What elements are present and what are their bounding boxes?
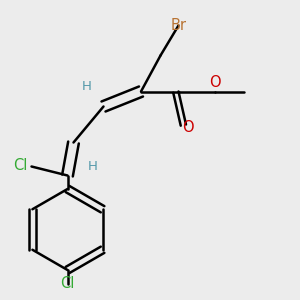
Text: Cl: Cl <box>60 276 75 291</box>
Text: H: H <box>88 160 98 173</box>
Text: Br: Br <box>170 18 187 33</box>
Text: O: O <box>209 75 220 90</box>
Text: H: H <box>82 80 92 94</box>
Text: O: O <box>182 120 193 135</box>
Text: Cl: Cl <box>13 158 27 172</box>
